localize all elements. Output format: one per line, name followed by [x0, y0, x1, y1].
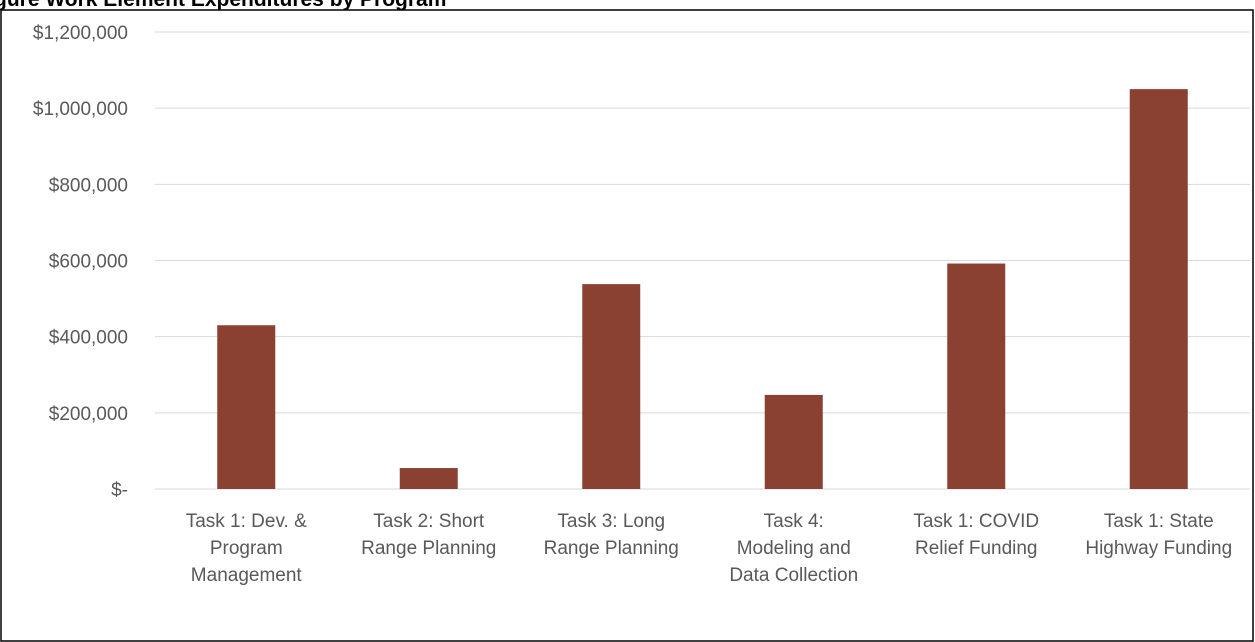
bar [1129, 89, 1188, 489]
x-tick-label: Task 3: Long Range Planning [544, 511, 679, 559]
y-tick-label: $600,000 [49, 252, 128, 273]
bar [399, 468, 458, 489]
x-axis-tick-labels: Task 1: Dev. & Program Management Task 2: S… [186, 511, 1232, 586]
bar [947, 263, 1006, 489]
x-tick-label: Task 4: Modeling and Data Collection [729, 511, 858, 586]
gridlines [155, 31, 1250, 490]
y-tick-label: $800,000 [49, 175, 128, 196]
bar [217, 325, 276, 489]
y-tick-label: $400,000 [49, 328, 128, 349]
x-tick-label: Task 1: State Highway Funding [1085, 511, 1232, 559]
bars [217, 89, 1188, 489]
y-tick-label: $- [111, 480, 128, 501]
x-tick-label: Task 1: COVID Relief Funding [913, 511, 1039, 559]
x-tick-label: Task 2: Short Range Planning [361, 511, 496, 559]
y-axis-tick-labels: $- $200,000 $400,000 $600,000 $800,000 $1,000… [33, 23, 128, 501]
chart-border [0, 9, 1254, 642]
bar [764, 394, 823, 489]
y-tick-label: $1,200,000 [33, 23, 128, 44]
y-tick-label: $1,000,000 [33, 99, 128, 120]
y-tick-label: $200,000 [49, 404, 128, 425]
bar [582, 284, 641, 489]
chart-title-fragment: gure Work Element Expenditures by Progra… [0, 0, 446, 11]
x-tick-label: Task 1: Dev. & Program Management [186, 511, 307, 586]
